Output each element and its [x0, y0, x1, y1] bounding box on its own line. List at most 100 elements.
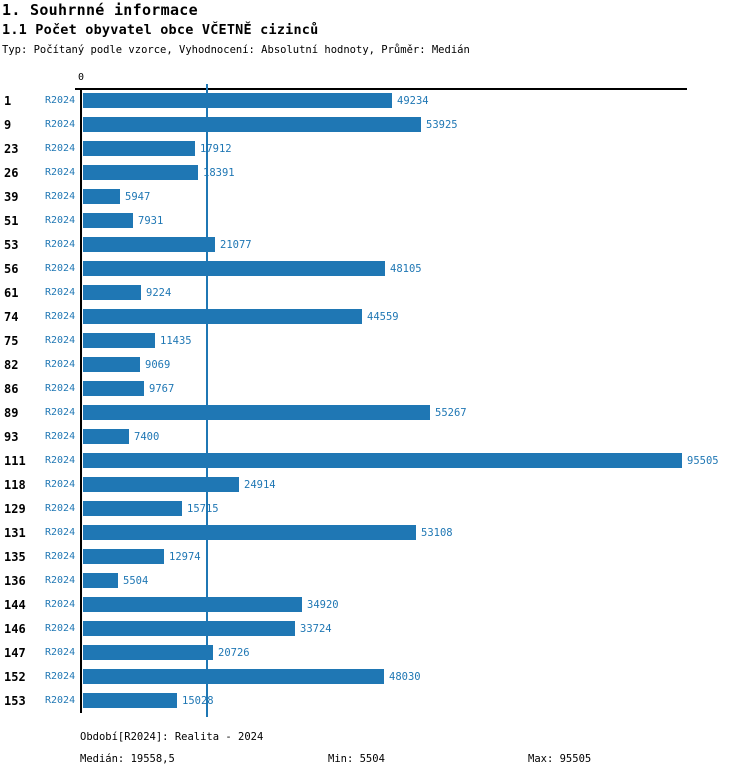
footer-min-label: Min: 5504	[328, 753, 385, 765]
row-number-label: 146	[4, 621, 26, 636]
chart-row: 9 R2024 53925	[0, 113, 750, 137]
row-series-label: R2024	[45, 622, 76, 634]
bar-value-label: 9224	[146, 286, 172, 299]
row-number-label: 129	[4, 501, 26, 516]
value-bar	[83, 621, 295, 636]
bar-value-label: 53108	[421, 526, 453, 539]
chart-row: 82 R2024 9069	[0, 353, 750, 377]
value-bar	[83, 453, 682, 468]
y-axis-line	[80, 88, 82, 713]
value-bar	[83, 693, 177, 708]
value-bar	[83, 285, 141, 300]
bar-value-label: 49234	[397, 94, 429, 107]
bar-value-label: 20726	[218, 646, 250, 659]
row-number-label: 51	[4, 213, 19, 228]
row-number-label: 82	[4, 357, 19, 372]
bar-value-label: 48030	[389, 670, 421, 683]
row-series-label: R2024	[45, 310, 76, 322]
row-series-label: R2024	[45, 550, 76, 562]
row-number-label: 89	[4, 405, 19, 420]
value-bar	[83, 309, 362, 324]
row-series-label: R2024	[45, 238, 76, 250]
row-series-label: R2024	[45, 598, 76, 610]
bar-value-label: 12974	[169, 550, 201, 563]
x-axis-zero-label: 0	[77, 72, 85, 83]
value-bar	[83, 333, 155, 348]
chart-meta-line: Typ: Počítaný podle vzorce, Vyhodnocení:…	[2, 44, 470, 56]
row-number-label: 1	[4, 93, 12, 108]
chart-row: 23 R2024 17912	[0, 137, 750, 161]
row-number-label: 86	[4, 381, 19, 396]
chart-row: 1 R2024 49234	[0, 89, 750, 113]
chart-row: 111 R2024 95505	[0, 449, 750, 473]
row-series-label: R2024	[45, 454, 76, 466]
chart-title: 1.1 Počet obyvatel obce VČETNĚ cizinců	[2, 22, 319, 38]
bar-value-label: 21077	[220, 238, 252, 251]
bar-value-label: 53925	[426, 118, 458, 131]
value-bar	[83, 357, 140, 372]
row-number-label: 9	[4, 117, 12, 132]
bar-value-label: 24914	[244, 478, 276, 491]
report-section-title: 1. Souhrnné informace	[2, 1, 198, 19]
row-number-label: 39	[4, 189, 19, 204]
row-number-label: 135	[4, 549, 26, 564]
chart-row: 39 R2024 5947	[0, 185, 750, 209]
row-series-label: R2024	[45, 166, 76, 178]
value-bar	[83, 213, 133, 228]
row-number-label: 93	[4, 429, 19, 444]
row-series-label: R2024	[45, 382, 76, 394]
bar-value-label: 95505	[687, 454, 719, 467]
chart-row: 86 R2024 9767	[0, 377, 750, 401]
row-series-label: R2024	[45, 478, 76, 490]
row-series-label: R2024	[45, 526, 76, 538]
row-number-label: 61	[4, 285, 19, 300]
value-bar	[83, 597, 302, 612]
row-number-label: 131	[4, 525, 26, 540]
bar-value-label: 15028	[182, 694, 214, 707]
bar-value-label: 9767	[149, 382, 175, 395]
bar-value-label: 34920	[307, 598, 339, 611]
row-series-label: R2024	[45, 358, 76, 370]
chart-row: 136 R2024 5504	[0, 569, 750, 593]
chart-row: 146 R2024 33724	[0, 617, 750, 641]
row-number-label: 144	[4, 597, 26, 612]
chart-row: 153 R2024 15028	[0, 689, 750, 713]
row-number-label: 152	[4, 669, 26, 684]
value-bar	[83, 501, 182, 516]
bar-value-label: 7400	[134, 430, 160, 443]
value-bar	[83, 381, 144, 396]
chart-row: 75 R2024 11435	[0, 329, 750, 353]
chart-row: 56 R2024 48105	[0, 257, 750, 281]
row-series-label: R2024	[45, 670, 76, 682]
row-number-label: 56	[4, 261, 19, 276]
bar-value-label: 33724	[300, 622, 332, 635]
bar-value-label: 7931	[138, 214, 164, 227]
row-number-label: 136	[4, 573, 26, 588]
row-number-label: 23	[4, 141, 19, 156]
bar-value-label: 9069	[145, 358, 171, 371]
row-series-label: R2024	[45, 142, 76, 154]
bar-value-label: 18391	[203, 166, 235, 179]
row-series-label: R2024	[45, 502, 76, 514]
row-number-label: 118	[4, 477, 26, 492]
bar-value-label: 44559	[367, 310, 399, 323]
value-bar	[83, 141, 195, 156]
row-series-label: R2024	[45, 214, 76, 226]
bar-value-label: 5504	[123, 574, 149, 587]
row-number-label: 26	[4, 165, 19, 180]
row-number-label: 74	[4, 309, 19, 324]
chart-row: 135 R2024 12974	[0, 545, 750, 569]
row-number-label: 153	[4, 693, 26, 708]
chart-row: 118 R2024 24914	[0, 473, 750, 497]
bar-value-label: 11435	[160, 334, 192, 347]
value-bar	[83, 669, 384, 684]
plot-top-border	[75, 88, 687, 90]
bar-value-label: 5947	[125, 190, 151, 203]
row-number-label: 147	[4, 645, 26, 660]
value-bar	[83, 477, 239, 492]
row-number-label: 75	[4, 333, 19, 348]
chart-row: 51 R2024 7931	[0, 209, 750, 233]
bar-value-label: 17912	[200, 142, 232, 155]
row-series-label: R2024	[45, 430, 76, 442]
